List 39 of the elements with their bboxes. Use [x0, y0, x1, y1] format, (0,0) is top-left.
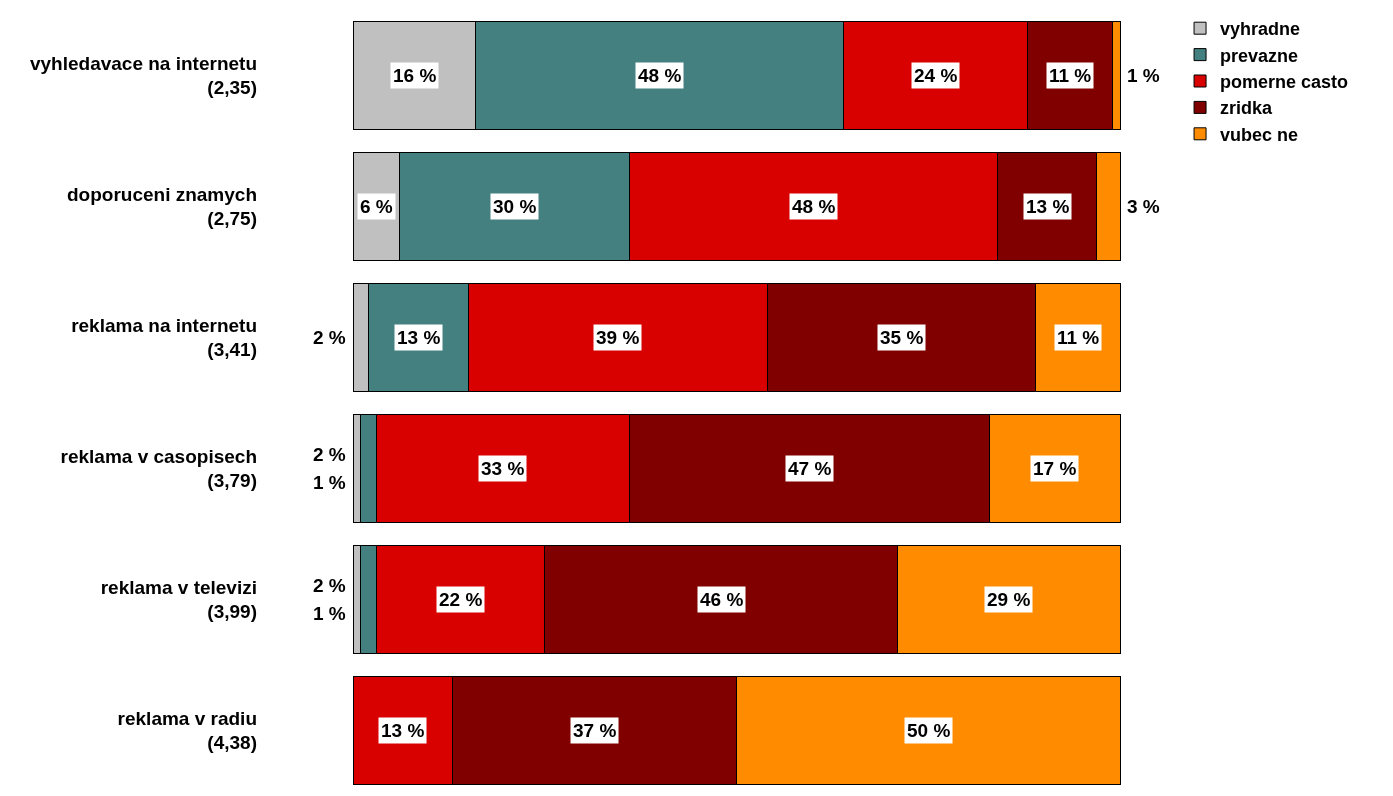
data-label: 30 %	[493, 196, 537, 217]
legend-label: vyhradne	[1220, 19, 1301, 40]
data-label: 13 %	[397, 327, 441, 348]
data-label: 1 %	[1127, 65, 1160, 86]
data-label: 29 %	[987, 589, 1031, 610]
legend-label: prevazne	[1220, 45, 1299, 66]
data-label: 11 %	[1049, 65, 1092, 86]
data-label: 37 %	[573, 720, 617, 741]
data-label: 3 %	[1127, 196, 1160, 217]
data-label: 6 %	[360, 196, 393, 217]
data-label: 47 %	[788, 458, 832, 479]
data-label: 16 %	[393, 65, 437, 86]
y-tick-label: reklama v casopisech (3,79)	[60, 445, 257, 492]
data-label: 48 %	[638, 65, 682, 86]
legend-label: vubec ne	[1220, 124, 1299, 145]
y-tick-label: reklama na internetu (3,41)	[71, 314, 257, 361]
data-label: 17 %	[1033, 458, 1077, 479]
data-label: 2 %	[313, 327, 346, 348]
data-label: 46 %	[700, 589, 744, 610]
data-label: 1 %	[313, 603, 346, 624]
data-label: 11 %	[1057, 327, 1100, 348]
data-label: 1 %	[313, 472, 346, 493]
data-label: 13 %	[1026, 196, 1070, 217]
data-label: 24 %	[914, 65, 958, 86]
data-label: 2 %	[313, 444, 346, 465]
data-label: 33 %	[481, 458, 525, 479]
data-label: 48 %	[792, 196, 836, 217]
data-label: 50 %	[907, 720, 951, 741]
y-tick-label: reklama v radiu (4,38)	[117, 707, 257, 754]
data-label: 35 %	[880, 327, 924, 348]
y-tick-label: doporuceni znamych (2,75)	[66, 183, 257, 230]
data-label: 22 %	[439, 589, 483, 610]
data-label: 13 %	[381, 720, 425, 741]
y-tick-label: reklama v televizi (3,99)	[100, 576, 257, 623]
legend-label: pomerne casto	[1220, 72, 1349, 93]
data-label: 39 %	[596, 327, 640, 348]
data-label: 2 %	[313, 575, 346, 596]
y-tick-label: vyhledavace na internetu (2,35)	[29, 52, 257, 99]
legend-label: zridka	[1220, 98, 1274, 119]
